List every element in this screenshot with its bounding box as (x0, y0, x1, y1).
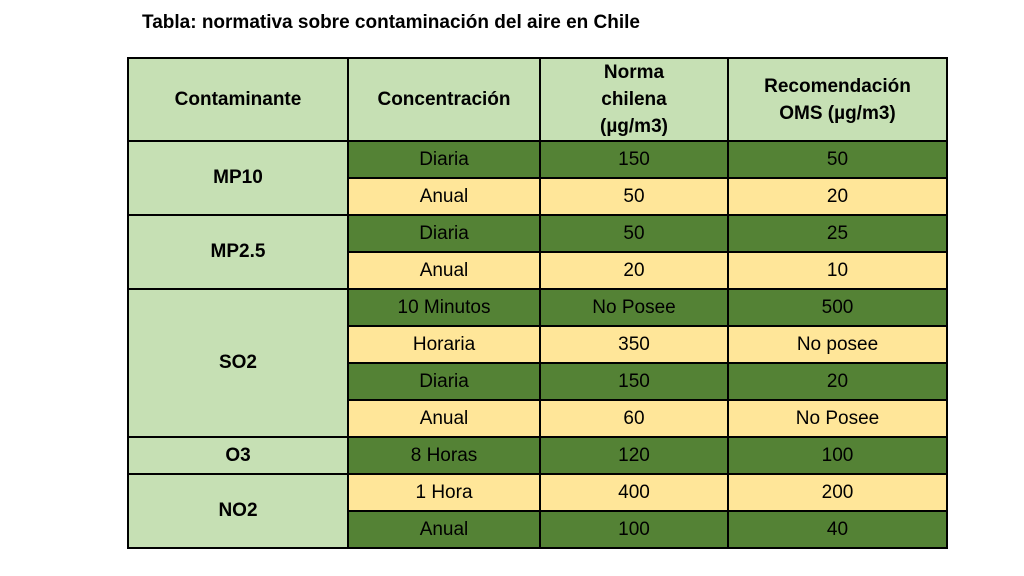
concentration-cell: 8 Horas (347, 436, 541, 475)
who-recommendation-cell: 200 (727, 473, 948, 512)
concentration-cell: Diaria (347, 362, 541, 401)
chile-norm-cell: 100 (539, 510, 729, 549)
chile-norm-cell: 60 (539, 399, 729, 438)
pollution-standards-table: Contaminante Concentración Norma chilena… (127, 57, 948, 549)
table-row: Diaria 150 20 (128, 362, 948, 401)
concentration-cell: Diaria (347, 140, 541, 179)
concentration-cell: Diaria (347, 214, 541, 253)
header-norma-chilena: Norma chilena (µg/m3) (539, 57, 729, 142)
chile-norm-cell: 150 (539, 362, 729, 401)
chile-norm-cell: 400 (539, 473, 729, 512)
chile-norm-cell: 50 (539, 214, 729, 253)
concentration-cell: Anual (347, 510, 541, 549)
pollutant-cell: NO2 (127, 473, 349, 549)
chile-norm-cell: 20 (539, 251, 729, 290)
chile-norm-cell: 50 (539, 177, 729, 216)
who-recommendation-cell: 500 (727, 288, 948, 327)
pollutant-cell: MP2.5 (127, 214, 349, 290)
header-concentracion: Concentración (347, 57, 541, 142)
concentration-cell: Anual (347, 251, 541, 290)
concentration-cell: Anual (347, 399, 541, 438)
table-row: SO2 10 Minutos No Posee 500 (127, 288, 948, 438)
header-contaminante: Contaminante (127, 57, 349, 142)
table-title: Tabla: normativa sobre contaminación del… (142, 12, 640, 33)
table-row: NO2 1 Hora 400 200 (127, 473, 948, 549)
table-row: O3 8 Horas 120 100 (127, 436, 948, 475)
chile-norm-cell: No Posee (539, 288, 729, 327)
concentration-cell: 10 Minutos (347, 288, 541, 327)
table-row: Anual 50 20 (128, 177, 948, 216)
table-row: MP10 Diaria 150 50 (127, 140, 948, 216)
table-row: Anual 20 10 (128, 251, 948, 290)
pollutant-cell: O3 (127, 436, 349, 475)
who-recommendation-cell: No posee (727, 325, 948, 364)
table-row: Anual 100 40 (128, 510, 948, 549)
who-recommendation-cell: 100 (727, 436, 948, 475)
who-recommendation-cell: 50 (727, 140, 948, 179)
chile-norm-cell: 350 (539, 325, 729, 364)
table-row: Horaria 350 No posee (128, 325, 948, 364)
pollutant-cell: SO2 (127, 288, 349, 438)
chile-norm-cell: 120 (539, 436, 729, 475)
who-recommendation-cell: 20 (727, 177, 948, 216)
header-recomendacion-oms: Recomendación OMS (µg/m3) (727, 57, 948, 142)
who-recommendation-cell: 20 (727, 362, 948, 401)
header-row: Contaminante Concentración Norma chilena… (127, 57, 948, 142)
concentration-cell: Horaria (347, 325, 541, 364)
concentration-cell: Anual (347, 177, 541, 216)
who-recommendation-cell: 10 (727, 251, 948, 290)
pollutant-cell: MP10 (127, 140, 349, 216)
who-recommendation-cell: No Posee (727, 399, 948, 438)
concentration-cell: 1 Hora (347, 473, 541, 512)
who-recommendation-cell: 40 (727, 510, 948, 549)
who-recommendation-cell: 25 (727, 214, 948, 253)
table-row: Anual 60 No Posee (128, 399, 948, 438)
table-row: MP2.5 Diaria 50 25 (127, 214, 948, 290)
chile-norm-cell: 150 (539, 140, 729, 179)
